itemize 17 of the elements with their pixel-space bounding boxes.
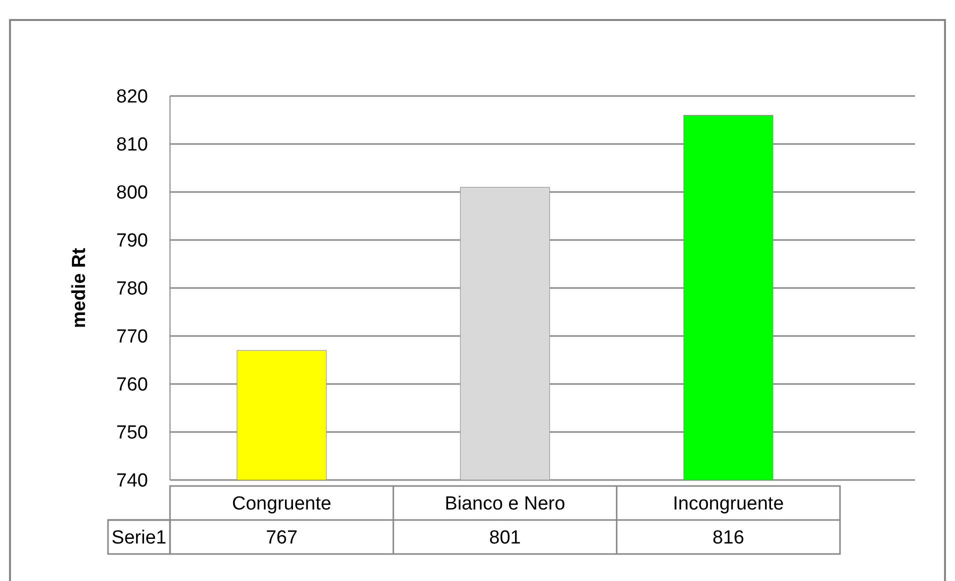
y-tick-label: 780 xyxy=(116,278,148,300)
y-tick-label: 790 xyxy=(116,230,148,252)
data-label: 767 xyxy=(266,528,298,549)
data-label: 816 xyxy=(712,528,744,549)
y-tick-label: 740 xyxy=(116,470,148,492)
x-tick-label: Bianco e Nero xyxy=(444,494,566,515)
y-tick-label: 820 xyxy=(116,86,148,108)
y-tick-label: 800 xyxy=(116,182,148,204)
y-tick-label: 810 xyxy=(116,134,148,156)
y-tick-label: 770 xyxy=(116,326,148,348)
y-tick-label: 760 xyxy=(116,374,148,396)
text: Serie1 xyxy=(112,528,166,549)
data-label: 801 xyxy=(489,528,521,549)
x-tick-label: Incongruente xyxy=(672,494,784,515)
y-tick-label: 750 xyxy=(116,422,148,444)
x-tick-label: Congruente xyxy=(232,494,332,515)
y-axis-title: medie Rt xyxy=(69,247,90,328)
